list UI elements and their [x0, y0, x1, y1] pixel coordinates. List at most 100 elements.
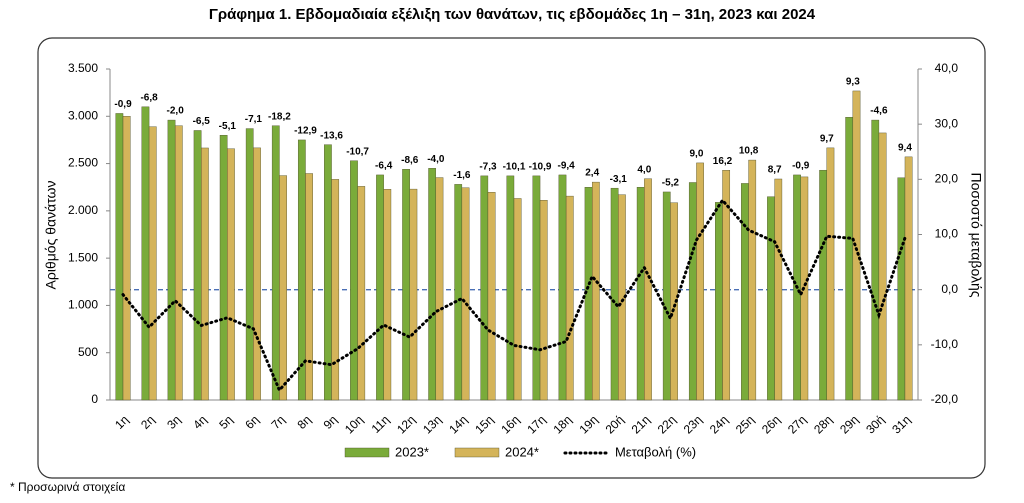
- bar: [774, 178, 783, 401]
- bar: [141, 106, 150, 401]
- bar: [167, 119, 176, 401]
- x-tick-label: 3η: [164, 412, 183, 431]
- data-label: -9,4: [558, 161, 576, 172]
- bar: [591, 181, 600, 401]
- legend-label: Μεταβολή (%): [615, 444, 696, 459]
- bar: [904, 156, 913, 401]
- bar: [644, 178, 652, 401]
- data-label: -7,3: [479, 162, 497, 173]
- bar: [227, 148, 235, 401]
- footnote: * Προσωρινά στοιχεία: [10, 480, 125, 494]
- x-tick-label: 19η: [576, 412, 600, 436]
- bar: [279, 175, 287, 401]
- bar: [174, 125, 183, 401]
- y-tick-label: 500: [78, 345, 98, 359]
- bar: [480, 175, 489, 401]
- bar: [428, 168, 437, 401]
- bar: [435, 177, 444, 401]
- chart-title: Γράφημα 1. Εβδομαδιαία εξέλιξη των θανάτ…: [209, 6, 816, 23]
- data-label: -5,1: [219, 121, 237, 132]
- x-tick-label: 20ή: [603, 412, 627, 436]
- legend-swatch: [344, 447, 390, 458]
- bar: [826, 147, 835, 401]
- bar: [878, 132, 887, 401]
- bar: [383, 189, 392, 401]
- data-label: 4,0: [637, 164, 651, 175]
- y2-tick-label: -10,0: [931, 337, 959, 351]
- x-tick-label: 12η: [394, 412, 418, 436]
- data-label: -18,2: [268, 111, 291, 122]
- x-tick-label: 22η: [655, 412, 679, 436]
- y2-tick-label: 20,0: [935, 172, 959, 186]
- bar: [662, 191, 671, 401]
- x-tick-label: 24η: [707, 412, 731, 436]
- y2-axis-label: Ποσοστό μεταβολής: [968, 172, 984, 297]
- bar: [532, 175, 541, 401]
- data-label: -10,9: [529, 162, 552, 173]
- data-label: -8,6: [401, 155, 419, 166]
- bar: [852, 90, 861, 401]
- y2-tick-label: -20,0: [931, 392, 959, 406]
- bar: [748, 159, 757, 401]
- x-tick-label: 18η: [550, 412, 574, 436]
- bar: [539, 200, 548, 401]
- x-tick-label: 23η: [681, 412, 705, 436]
- bar: [897, 177, 906, 401]
- y2-tick-label: 0,0: [941, 282, 958, 296]
- bar: [376, 174, 384, 401]
- data-label: -13,6: [320, 130, 343, 141]
- data-label: 10,8: [739, 146, 759, 157]
- bar: [506, 175, 515, 401]
- y2-tick-label: 30,0: [935, 116, 959, 130]
- x-tick-label: 9η: [321, 412, 340, 431]
- bar: [819, 169, 827, 401]
- bar: [715, 202, 723, 401]
- data-label: -0,9: [792, 161, 810, 172]
- bar: [454, 184, 463, 401]
- bar: [610, 187, 619, 401]
- bar: [271, 125, 280, 401]
- bar: [115, 113, 124, 401]
- x-tick-label: 1η: [112, 412, 131, 431]
- legend-swatch: [454, 447, 500, 458]
- bar: [201, 147, 209, 401]
- bar: [461, 187, 470, 401]
- data-label: 2,4: [585, 168, 599, 179]
- bar: [741, 183, 749, 401]
- x-tick-label: 14η: [446, 412, 470, 436]
- data-label: -10,1: [503, 162, 526, 173]
- bar: [324, 144, 332, 401]
- data-label: -2,0: [167, 106, 185, 117]
- legend-label: 2024*: [505, 444, 539, 459]
- bar: [722, 170, 731, 401]
- data-label: 9,4: [898, 142, 912, 153]
- x-tick-label: 13η: [420, 412, 444, 436]
- y-tick-label: 2.500: [68, 156, 98, 170]
- x-tick-label: 7η: [268, 412, 287, 431]
- data-label: -5,2: [662, 178, 680, 189]
- data-label: 9,0: [689, 149, 703, 160]
- x-tick-label: 17η: [524, 412, 548, 436]
- bar: [696, 162, 704, 401]
- bar: [513, 198, 522, 401]
- bar: [565, 195, 574, 401]
- bar: [148, 126, 157, 401]
- x-tick-label: 8η: [295, 412, 314, 431]
- x-tick-label: 21η: [629, 412, 653, 436]
- data-label: -1,6: [453, 170, 471, 181]
- bar: [636, 187, 645, 401]
- data-label: -0,9: [114, 99, 132, 110]
- bar: [122, 116, 131, 401]
- x-tick-label: 26η: [759, 412, 783, 436]
- y-tick-label: 1.500: [68, 250, 98, 264]
- x-tick-label: 5η: [216, 412, 235, 431]
- bar: [767, 196, 775, 401]
- y-tick-label: 0: [91, 392, 98, 406]
- bar: [670, 202, 678, 401]
- data-label: -6,8: [140, 92, 158, 103]
- x-tick-label: 10η: [342, 412, 366, 436]
- bar: [350, 160, 358, 401]
- y-tick-label: 1.000: [68, 298, 98, 312]
- bar: [357, 186, 366, 401]
- bar: [558, 174, 567, 401]
